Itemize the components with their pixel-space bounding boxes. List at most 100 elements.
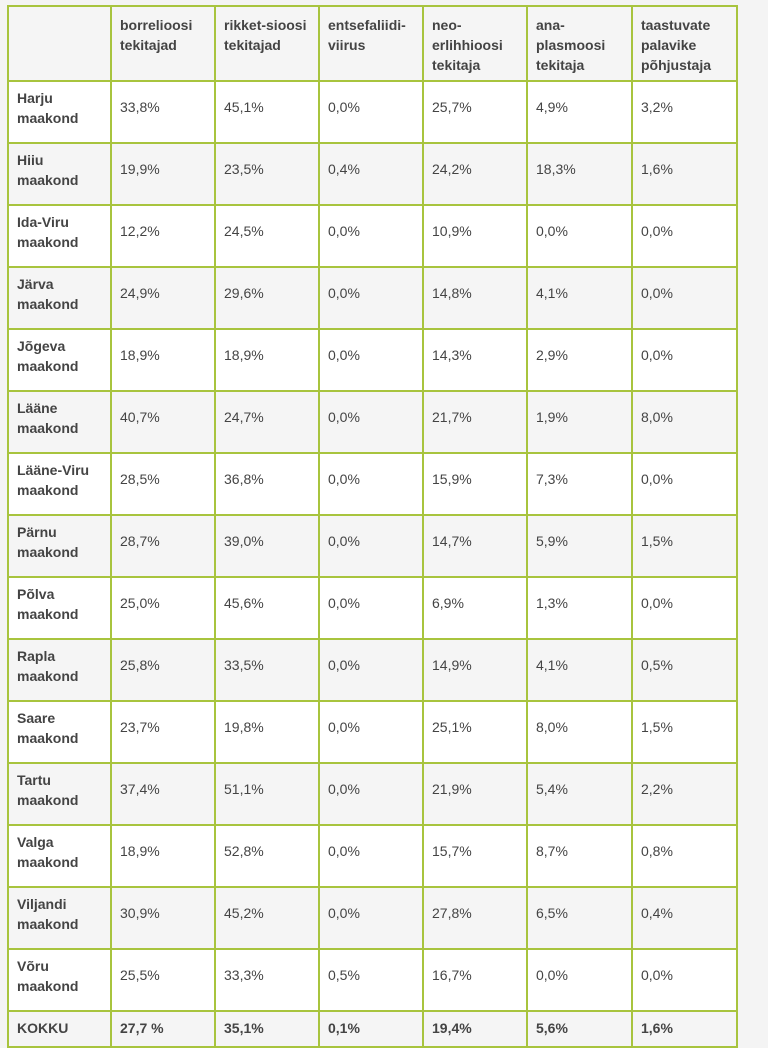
value-cell: 0,0%: [318, 886, 424, 950]
header-cell-anaplasmosis: ana-plasmoosi tekitaja: [526, 5, 633, 82]
value-cell: 24,2%: [422, 142, 528, 206]
value-cell: 33,5%: [214, 638, 320, 702]
table-row: Lääne maakond 40,7% 24,7% 0,0% 21,7% 1,9% 8,0%: [7, 390, 738, 454]
value-cell: 8,0%: [631, 390, 738, 454]
value-cell: 19,9%: [110, 142, 216, 206]
value-cell: 24,7%: [214, 390, 320, 454]
region-name-cell: Lääne-Viru maakond: [7, 452, 112, 516]
value-cell: 33,3%: [214, 948, 320, 1012]
value-cell: 1,3%: [526, 576, 633, 640]
table-row: Valga maakond 18,9% 52,8% 0,0% 15,7% 8,7% 0,8%: [7, 824, 738, 888]
value-cell: 7,3%: [526, 452, 633, 516]
table-row: Lääne-Viru maakond 28,5% 36,8% 0,0% 15,9% 7,3…: [7, 452, 738, 516]
value-cell: 24,9%: [110, 266, 216, 330]
region-name-cell: Järva maakond: [7, 266, 112, 330]
region-name-cell: Hiiu maakond: [7, 142, 112, 206]
total-value-cell: 1,6%: [631, 1010, 738, 1048]
value-cell: 33,8%: [110, 80, 216, 144]
value-cell: 5,4%: [526, 762, 633, 826]
value-cell: 6,9%: [422, 576, 528, 640]
value-cell: 2,9%: [526, 328, 633, 392]
value-cell: 0,0%: [631, 328, 738, 392]
value-cell: 18,9%: [110, 328, 216, 392]
region-name-cell: Viljandi maakond: [7, 886, 112, 950]
total-value-cell: 27,7 %: [110, 1010, 216, 1048]
value-cell: 0,0%: [318, 514, 424, 578]
value-cell: 40,7%: [110, 390, 216, 454]
value-cell: 0,4%: [631, 886, 738, 950]
value-cell: 18,3%: [526, 142, 633, 206]
value-cell: 0,0%: [318, 638, 424, 702]
value-cell: 0,4%: [318, 142, 424, 206]
value-cell: 1,9%: [526, 390, 633, 454]
value-cell: 1,5%: [631, 514, 738, 578]
value-cell: 0,0%: [526, 948, 633, 1012]
value-cell: 0,0%: [318, 390, 424, 454]
table-row: Hiiu maakond 19,9% 23,5% 0,4% 24,2% 18,3% 1,6%: [7, 142, 738, 206]
value-cell: 5,9%: [526, 514, 633, 578]
region-name-cell: Võru maakond: [7, 948, 112, 1012]
region-name-cell: Valga maakond: [7, 824, 112, 888]
tick-infection-table: borrelioosi tekitajad rikket-sioosi teki…: [7, 5, 738, 1048]
total-value-cell: 19,4%: [422, 1010, 528, 1048]
table-row: Viljandi maakond 30,9% 45,2% 0,0% 27,8% 6,5% 0…: [7, 886, 738, 950]
total-value-cell: 5,6%: [526, 1010, 633, 1048]
table-row: Pärnu maakond 28,7% 39,0% 0,0% 14,7% 5,9% 1,5%: [7, 514, 738, 578]
value-cell: 37,4%: [110, 762, 216, 826]
header-cell-encephalitis: entsefaliidi-viirus: [318, 5, 424, 82]
value-cell: 3,2%: [631, 80, 738, 144]
value-cell: 23,7%: [110, 700, 216, 764]
value-cell: 16,7%: [422, 948, 528, 1012]
value-cell: 30,9%: [110, 886, 216, 950]
region-name-cell: Lääne maakond: [7, 390, 112, 454]
value-cell: 0,0%: [631, 576, 738, 640]
value-cell: 14,7%: [422, 514, 528, 578]
table-row: Saare maakond 23,7% 19,8% 0,0% 25,1% 8,0% 1,5%: [7, 700, 738, 764]
value-cell: 15,7%: [422, 824, 528, 888]
total-label-cell: KOKKU: [7, 1010, 112, 1048]
value-cell: 12,2%: [110, 204, 216, 268]
value-cell: 18,9%: [214, 328, 320, 392]
value-cell: 0,0%: [318, 204, 424, 268]
header-cell-region: [7, 5, 112, 82]
value-cell: 25,8%: [110, 638, 216, 702]
value-cell: 0,0%: [631, 948, 738, 1012]
header-cell-relapsing-fever: taastuvate palavike põhjustaja: [631, 5, 738, 82]
total-row: KOKKU 27,7 % 35,1% 0,1% 19,4% 5,6% 1,6%: [7, 1010, 738, 1048]
value-cell: 1,5%: [631, 700, 738, 764]
value-cell: 36,8%: [214, 452, 320, 516]
region-name-cell: Saare maakond: [7, 700, 112, 764]
value-cell: 28,7%: [110, 514, 216, 578]
value-cell: 28,5%: [110, 452, 216, 516]
value-cell: 52,8%: [214, 824, 320, 888]
value-cell: 6,5%: [526, 886, 633, 950]
value-cell: 8,7%: [526, 824, 633, 888]
value-cell: 0,5%: [318, 948, 424, 1012]
header-cell-rickettsiosis: rikket-sioosi tekitajad: [214, 5, 320, 82]
region-name-cell: Harju maakond: [7, 80, 112, 144]
value-cell: 15,9%: [422, 452, 528, 516]
value-cell: 29,6%: [214, 266, 320, 330]
value-cell: 25,7%: [422, 80, 528, 144]
total-value-cell: 35,1%: [214, 1010, 320, 1048]
table-row: Harju maakond 33,8% 45,1% 0,0% 25,7% 4,9% 3,2%: [7, 80, 738, 144]
region-name-cell: Jõgeva maakond: [7, 328, 112, 392]
value-cell: 21,7%: [422, 390, 528, 454]
value-cell: 0,0%: [631, 452, 738, 516]
value-cell: 39,0%: [214, 514, 320, 578]
value-cell: 0,8%: [631, 824, 738, 888]
table-row: Tartu maakond 37,4% 51,1% 0,0% 21,9% 5,4% 2,2%: [7, 762, 738, 826]
value-cell: 2,2%: [631, 762, 738, 826]
value-cell: 14,3%: [422, 328, 528, 392]
value-cell: 0,0%: [318, 576, 424, 640]
region-name-cell: Tartu maakond: [7, 762, 112, 826]
header-row: borrelioosi tekitajad rikket-sioosi teki…: [7, 5, 738, 82]
value-cell: 21,9%: [422, 762, 528, 826]
total-value-cell: 0,1%: [318, 1010, 424, 1048]
region-name-cell: Pärnu maakond: [7, 514, 112, 578]
value-cell: 45,2%: [214, 886, 320, 950]
value-cell: 27,8%: [422, 886, 528, 950]
value-cell: 0,0%: [318, 328, 424, 392]
value-cell: 45,1%: [214, 80, 320, 144]
value-cell: 18,9%: [110, 824, 216, 888]
